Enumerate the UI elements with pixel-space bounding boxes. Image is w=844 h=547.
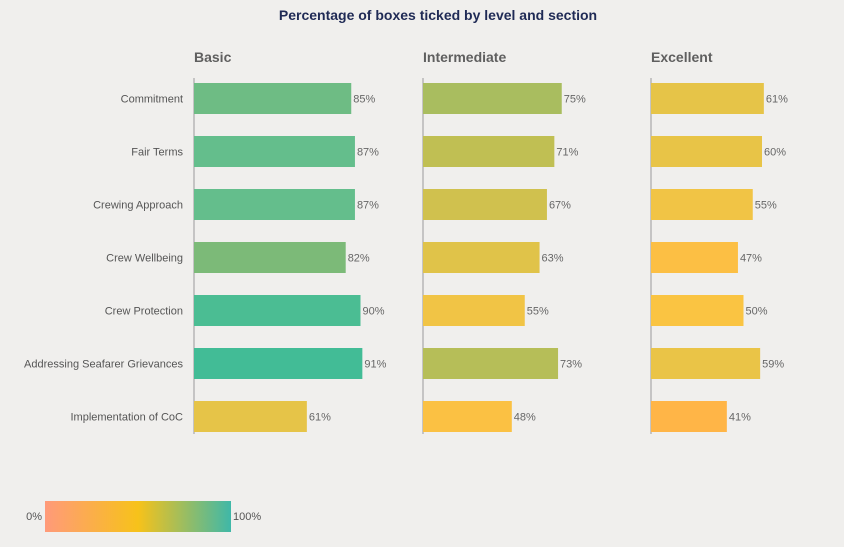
bar bbox=[651, 189, 753, 220]
bar bbox=[194, 242, 346, 273]
data-label: 67% bbox=[549, 200, 571, 212]
bar bbox=[194, 348, 363, 379]
category-label: Commitment bbox=[121, 94, 183, 106]
data-label: 73% bbox=[560, 359, 582, 371]
data-label: 60% bbox=[764, 147, 786, 159]
data-label: 90% bbox=[363, 306, 385, 318]
data-label: 82% bbox=[348, 253, 370, 265]
category-label: Crew Protection bbox=[105, 306, 183, 318]
panel-title: Intermediate bbox=[423, 49, 506, 65]
legend: 0% 100% bbox=[26, 501, 261, 532]
bar bbox=[423, 189, 547, 220]
data-label: 61% bbox=[766, 94, 788, 106]
legend-min-label: 0% bbox=[26, 511, 42, 523]
plot-area: Commitment Fair Terms Crewing Approach Crew… bbox=[24, 49, 788, 434]
data-label: 85% bbox=[353, 94, 375, 106]
data-label: 55% bbox=[527, 306, 549, 318]
bar bbox=[423, 242, 540, 273]
bar bbox=[423, 348, 559, 379]
bar bbox=[194, 136, 355, 167]
bar bbox=[423, 136, 555, 167]
category-label: Fair Terms bbox=[131, 147, 183, 159]
data-label: 55% bbox=[755, 200, 777, 212]
data-label: 61% bbox=[309, 412, 331, 424]
data-label: 91% bbox=[364, 359, 386, 371]
data-label: 59% bbox=[762, 359, 784, 371]
data-label: 87% bbox=[357, 200, 379, 212]
bar bbox=[423, 295, 525, 326]
chart-title: Percentage of boxes ticked by level and … bbox=[279, 7, 597, 23]
data-label: 63% bbox=[542, 253, 564, 265]
category-label: Addressing Seafarer Grievances bbox=[24, 359, 183, 371]
bar bbox=[651, 348, 761, 379]
data-label: 47% bbox=[740, 253, 762, 265]
data-label: 48% bbox=[514, 412, 536, 424]
data-label: 50% bbox=[746, 306, 768, 318]
bar bbox=[194, 401, 307, 432]
bar bbox=[194, 83, 352, 114]
data-label: 71% bbox=[556, 147, 578, 159]
bar bbox=[194, 295, 361, 326]
bar bbox=[194, 189, 355, 220]
bar bbox=[651, 295, 744, 326]
bar bbox=[423, 83, 562, 114]
legend-color-scale bbox=[45, 501, 231, 532]
data-label: 87% bbox=[357, 147, 379, 159]
data-label: 75% bbox=[564, 94, 586, 106]
category-label: Crewing Approach bbox=[93, 200, 183, 212]
bar bbox=[651, 242, 738, 273]
bar bbox=[651, 136, 762, 167]
panel-title: Basic bbox=[194, 49, 232, 65]
category-label: Crew Wellbeing bbox=[106, 253, 183, 265]
category-label: Implementation of CoC bbox=[71, 412, 184, 424]
panel-title: Excellent bbox=[651, 49, 713, 65]
data-label: 41% bbox=[729, 412, 751, 424]
bar bbox=[423, 401, 512, 432]
bar bbox=[651, 83, 764, 114]
bar bbox=[651, 401, 727, 432]
legend-max-label: 100% bbox=[233, 511, 261, 523]
